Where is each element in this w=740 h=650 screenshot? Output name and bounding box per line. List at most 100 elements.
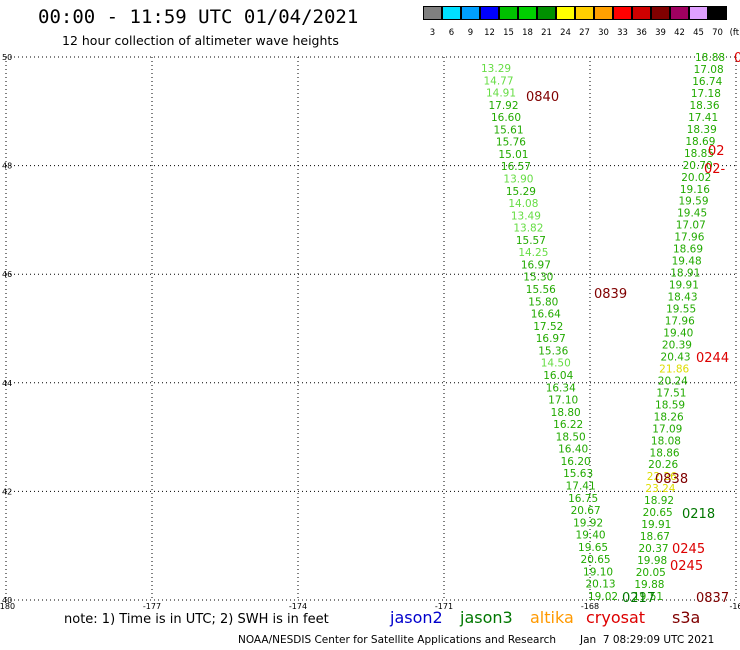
wave-height-value: 18.88 bbox=[695, 52, 725, 64]
wave-height-value: 13.49 bbox=[511, 210, 541, 222]
graticule bbox=[5, 56, 737, 601]
wave-height-value: 15.30 bbox=[523, 272, 553, 284]
wave-height-value: 17.96 bbox=[674, 232, 704, 244]
wave-height-value: 19.91 bbox=[641, 519, 671, 531]
longitude-label: -168 bbox=[581, 602, 599, 611]
wave-height-value: 17.07 bbox=[676, 220, 706, 232]
colorbar-swatch bbox=[537, 6, 556, 20]
wave-height-value: 19.92 bbox=[573, 517, 603, 529]
colorbar-swatch bbox=[518, 6, 537, 20]
colorbar-label: 9 bbox=[467, 28, 474, 38]
colorbar-swatch bbox=[423, 6, 442, 20]
pass-time-label: 0217 bbox=[622, 591, 655, 606]
colorbar-label: 27 bbox=[579, 28, 590, 38]
wave-height-value: 14.25 bbox=[518, 247, 548, 259]
wave-height-value: 13.82 bbox=[513, 223, 543, 235]
colorbar-swatch bbox=[708, 6, 727, 20]
wave-height-value: 19.59 bbox=[678, 196, 708, 208]
latitude-label: 42 bbox=[2, 487, 12, 496]
wave-height-value: 20.05 bbox=[636, 567, 666, 579]
wave-height-value: 20.67 bbox=[571, 505, 601, 517]
wave-height-value: 17.10 bbox=[548, 395, 578, 407]
wave-height-value: 20.65 bbox=[581, 554, 611, 566]
colorbar-swatch bbox=[461, 6, 480, 20]
colorbar-swatch bbox=[689, 6, 708, 20]
colorbar-label: 39 bbox=[655, 28, 666, 38]
wave-height-value: 19.65 bbox=[578, 542, 608, 554]
wave-height-value: 18.91 bbox=[670, 268, 700, 280]
pass-time-label: 0244 bbox=[696, 351, 729, 366]
longitude-label: -174 bbox=[289, 602, 307, 611]
colorbar-label: 21 bbox=[541, 28, 552, 38]
wave-height-value: 18.67 bbox=[640, 531, 670, 543]
colorbar-label: 12 bbox=[484, 28, 495, 38]
satellite-legend-item: jason3 bbox=[460, 608, 513, 627]
wave-height-value: 15.36 bbox=[538, 345, 568, 357]
wave-height-value: 17.41 bbox=[566, 480, 596, 492]
wave-height-value: 19.16 bbox=[680, 184, 710, 196]
colorbar-swatch bbox=[499, 6, 518, 20]
wave-height-value: 16.64 bbox=[531, 309, 561, 321]
wave-height-value: 19.02 bbox=[588, 591, 618, 603]
colorbar-label: 6 bbox=[448, 28, 455, 38]
wave-height-value: 16.34 bbox=[546, 382, 576, 394]
colorbar-label: 70 bbox=[712, 28, 723, 38]
longitude-label: -180 bbox=[0, 602, 15, 611]
wave-height-value: 19.91 bbox=[669, 280, 699, 292]
wave-height-value: 18.26 bbox=[654, 411, 684, 423]
pass-time-label: 02- bbox=[704, 162, 726, 177]
wave-height-value: 16.75 bbox=[568, 493, 598, 505]
wave-height-value: 15.76 bbox=[496, 137, 526, 149]
credit-line: NOAA/NESDIS Center for Satellite Applica… bbox=[238, 634, 556, 646]
wave-height-value: 15.29 bbox=[506, 186, 536, 198]
wave-height-value: 18.85 bbox=[684, 148, 714, 160]
latitude-label: 48 bbox=[2, 162, 12, 171]
satellite-legend-item: jason2 bbox=[390, 608, 443, 627]
colorbar-label: 24 bbox=[560, 28, 571, 38]
satellite-legend-item: s3a bbox=[672, 608, 701, 627]
wave-height-value: 18.59 bbox=[655, 399, 685, 411]
wave-height-value: 23.24 bbox=[645, 483, 675, 495]
wave-height-observations: 13.2914.7714.9117.9216.6015.6115.7615.01… bbox=[481, 52, 725, 603]
wave-height-value: 16.04 bbox=[543, 370, 573, 382]
wave-height-value: 21.86 bbox=[659, 363, 689, 375]
wave-height-value: 16.20 bbox=[561, 456, 591, 468]
wave-height-value: 17.52 bbox=[533, 321, 563, 333]
map-subtitle: 12 hour collection of altimeter wave hei… bbox=[62, 33, 339, 48]
pass-time-label: 02 bbox=[708, 144, 725, 159]
pass-time-label: 0245 bbox=[672, 542, 705, 557]
wave-height-value: 20.43 bbox=[661, 351, 691, 363]
colorbar-swatch bbox=[613, 6, 632, 20]
wave-height-value: 19.88 bbox=[634, 579, 664, 591]
wave-height-value: 16.97 bbox=[536, 333, 566, 345]
wave-height-value: 18.69 bbox=[685, 136, 715, 148]
wave-height-value: 14.77 bbox=[483, 75, 513, 87]
satellite-legend-item: altika bbox=[530, 608, 574, 627]
wave-height-value: 20.37 bbox=[639, 543, 669, 555]
wave-height-value: 15.01 bbox=[498, 149, 528, 161]
wave-height-value: 19.55 bbox=[666, 304, 696, 316]
wave-height-value: 19.10 bbox=[583, 566, 613, 578]
colorbar-label: 36 bbox=[636, 28, 647, 38]
wave-height-value: 16.22 bbox=[553, 419, 583, 431]
wave-height-value: 19.45 bbox=[677, 208, 707, 220]
wave-height-value: 17.09 bbox=[652, 423, 682, 435]
wave-height-value: 15.61 bbox=[493, 124, 523, 136]
wave-height-value: 15.80 bbox=[528, 296, 558, 308]
colorbar-swatch bbox=[575, 6, 594, 20]
wave-height-value: 18.50 bbox=[556, 431, 586, 443]
colorbar-label: 45 bbox=[693, 28, 704, 38]
colorbar-swatch bbox=[480, 6, 499, 20]
wave-height-value: 20.39 bbox=[662, 339, 692, 351]
wave-height-value: 20.02 bbox=[681, 172, 711, 184]
pass-time-labels: 0840083908380837021802170244024502450202… bbox=[526, 51, 740, 606]
wave-height-value: 18.08 bbox=[651, 435, 681, 447]
wave-height-value: 17.41 bbox=[688, 112, 718, 124]
axis-ticks: -180 -177 -174 -171 -168 -16 40 42 44 46 48 50 bbox=[0, 53, 740, 611]
wave-height-value: 16.74 bbox=[692, 76, 722, 88]
wave-height-value: 20.70 bbox=[683, 160, 713, 172]
wave-height-value: 20.65 bbox=[643, 507, 673, 519]
colorbar-label: 3 bbox=[429, 28, 436, 38]
colorbar-swatch bbox=[442, 6, 461, 20]
